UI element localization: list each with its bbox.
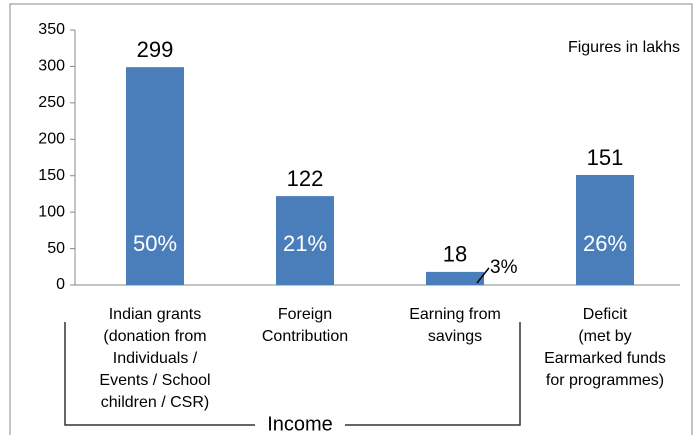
bar [426, 271, 484, 285]
y-tick-label: 50 [47, 240, 65, 257]
x-tick-label: Individuals / [113, 350, 198, 367]
percent-label: 3% [490, 257, 518, 278]
x-tick-label: Indian grants [109, 306, 202, 323]
value-label: 151 [587, 145, 624, 170]
x-tick-label: Earmarked funds [544, 350, 666, 367]
y-tick-label: 0 [56, 276, 65, 293]
bar [276, 196, 334, 285]
x-tick-label: savings [428, 328, 482, 345]
percent-label: 26% [583, 231, 627, 256]
percent-label: 21% [283, 231, 327, 256]
percent-label: 50% [133, 231, 177, 256]
x-tick-label: Foreign [278, 306, 332, 323]
chart-border [9, 3, 693, 440]
x-tick-label: Events / School [99, 372, 210, 389]
group-bracket [64, 322, 521, 426]
x-tick-label: Deficit [583, 306, 628, 323]
y-tick-label: 200 [38, 131, 65, 148]
value-label: 18 [443, 242, 467, 267]
y-tick-label: 350 [38, 21, 65, 38]
value-label: 299 [137, 37, 174, 62]
annotation: Figures in lakhs [568, 39, 680, 56]
bar [576, 174, 634, 285]
group-label: Income [267, 413, 333, 435]
x-tick-label: (donation from [103, 328, 206, 345]
y-tick-label: 250 [38, 94, 65, 111]
x-tick-label: Earning from [409, 306, 501, 323]
leader-line [476, 267, 490, 284]
y-tick-label: 300 [38, 58, 65, 75]
x-tick-label: Contribution [262, 328, 348, 345]
y-tick-label: 150 [38, 167, 65, 184]
y-tick-label: 100 [38, 203, 65, 220]
x-tick-label: children / CSR) [101, 394, 209, 411]
x-tick-label: (met by [578, 328, 631, 345]
value-label: 122 [287, 166, 324, 191]
bar [126, 67, 184, 286]
x-tick-label: for programmes) [546, 372, 664, 389]
